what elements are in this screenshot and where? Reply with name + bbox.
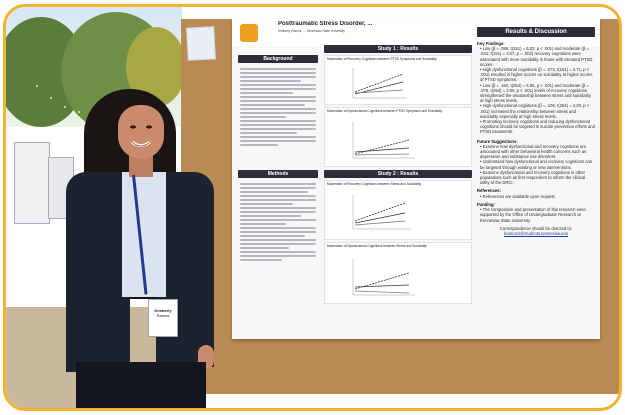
badge-surname: Ramos <box>156 313 170 318</box>
research-poster: Posttraumatic Stress Disorder, ... Kimbe… <box>232 19 600 339</box>
future-heading: Future Suggestions: <box>477 138 518 144</box>
figure-title: Moderation of Dysfunctional Cognitions b… <box>327 244 427 248</box>
figure-dysfunctional-stress: Moderation of Dysfunctional Cognitions b… <box>324 242 472 304</box>
methods-text <box>240 181 316 263</box>
university-logo-icon <box>240 24 258 42</box>
presenter-jacket-left <box>66 172 130 372</box>
future-item: • Understand how dysfunctional and recov… <box>480 159 593 170</box>
finding-item: • Low (β = .162, t(254) = 6.65, p < .001… <box>480 82 591 104</box>
figure-title: Moderation of Recovery Cognitions betwee… <box>327 182 422 186</box>
funding-heading: Funding: <box>477 201 495 207</box>
figure-title: Moderation of Recovery Cognitions betwee… <box>327 57 437 61</box>
string-light <box>78 111 80 113</box>
string-light <box>64 106 66 108</box>
future-item: • Examine how dysfunctional and recovery… <box>480 143 587 160</box>
finding-item: • Promoting recovery cognitions and redu… <box>480 119 595 135</box>
finding-item: • High dysfunctional cognitions (β = .07… <box>480 67 593 83</box>
string-light <box>36 85 38 87</box>
string-light <box>50 97 52 99</box>
presenter-face <box>118 105 164 159</box>
badge-name: Kimberly <box>154 308 172 313</box>
future-item: • Examine dysfunctional and recovery cog… <box>480 169 586 186</box>
line-plot-icon <box>352 259 415 296</box>
pinned-note <box>186 26 216 61</box>
line-plot-icon <box>352 195 411 230</box>
poster-authors: Kimberly Ramos, ... Kennesaw State Unive… <box>278 29 345 33</box>
figure-recovery-ptsd: Moderation of Recovery Cognitions betwee… <box>324 55 472 105</box>
key-findings-heading: Key Findings: <box>477 41 505 46</box>
references-heading: References: <box>477 188 501 194</box>
correspondence-email: kramos4@students.kennesaw.edu <box>503 230 569 236</box>
line-plot-icon <box>352 122 415 159</box>
background-text <box>240 66 316 148</box>
poster-title: Posttraumatic Stress Disorder, ... <box>278 21 373 27</box>
section-study1-header: Study 1 : Results <box>324 45 472 53</box>
line-plot-icon <box>352 68 407 99</box>
funding-text: • The composition and presentation of th… <box>480 207 586 223</box>
section-methods-header: Methods <box>238 170 318 178</box>
name-badge: Kimberly Ramos <box>148 299 178 337</box>
finding-item: • Low (β = .099, t(151) = 6.03, p < .001… <box>480 46 593 67</box>
finding-item: • High dysfunctional cognitions (β = .10… <box>480 103 590 119</box>
section-study2-header: Study 2 : Results <box>324 170 472 178</box>
section-results-header: Results & Discussion <box>477 27 595 37</box>
correspondence-text: Correspondence should be directed to: <box>499 225 573 231</box>
presenter-pants <box>76 362 206 408</box>
figure-dysfunctional-ptsd: Moderation of Dysfunctional Cognitions b… <box>324 107 472 167</box>
figure-recovery-stress: Moderation of Recovery Cognitions betwee… <box>324 180 472 240</box>
figure-title: Moderation of Dysfunctional Cognitions b… <box>327 109 443 113</box>
photo-border: Posttraumatic Stress Disorder, ... Kimbe… <box>3 4 622 411</box>
results-discussion-text: Key Findings: • Low (β = .099, t(151) = … <box>477 41 595 236</box>
references-text: • References are available upon request. <box>480 193 556 199</box>
display-stand <box>14 142 50 224</box>
face-features-icon <box>130 125 152 147</box>
photo-scene: Posttraumatic Stress Disorder, ... Kimbe… <box>6 7 619 408</box>
section-background-header: Background <box>238 55 318 63</box>
